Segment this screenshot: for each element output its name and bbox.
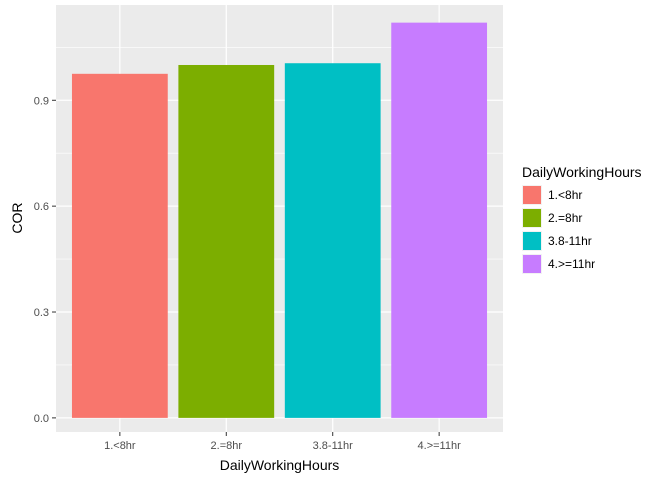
x-axis-title: DailyWorkingHours [220, 457, 340, 473]
x-axis: 1.<8hr 2.=8hr 3.8-11hr 4.>=11hr [104, 432, 461, 452]
x-tick-label: 2.=8hr [211, 440, 243, 452]
legend-key [523, 209, 541, 227]
x-tick-label: 4.>=11hr [418, 440, 462, 452]
legend: DailyWorkingHours 1.<8hr 2.=8hr 3.8-11hr 4.… [522, 164, 642, 274]
bars [71, 22, 488, 418]
legend-label: 4.>=11hr [548, 257, 595, 271]
legend-title: DailyWorkingHours [522, 164, 642, 180]
x-tick-label: 1.<8hr [104, 440, 136, 452]
x-tick-label: 3.8-11hr [313, 440, 353, 452]
y-axis-title: COR [9, 202, 25, 233]
y-axis: 0.0 0.3 0.6 0.9 [34, 95, 56, 425]
legend-key [523, 232, 541, 250]
y-tick-label: 0.3 [34, 307, 49, 319]
legend-label: 2.=8hr [548, 211, 582, 225]
legend-label: 1.<8hr [548, 188, 582, 202]
legend-key [523, 255, 541, 273]
y-tick-label: 0.6 [34, 201, 49, 213]
bar-4 [391, 22, 488, 418]
y-tick-label: 0.0 [34, 413, 49, 425]
bar-1 [71, 73, 168, 418]
bar-2 [178, 64, 275, 418]
legend-key [523, 186, 541, 204]
bar-3 [284, 63, 381, 418]
legend-label: 3.8-11hr [548, 234, 592, 248]
y-tick-label: 0.9 [34, 95, 49, 107]
